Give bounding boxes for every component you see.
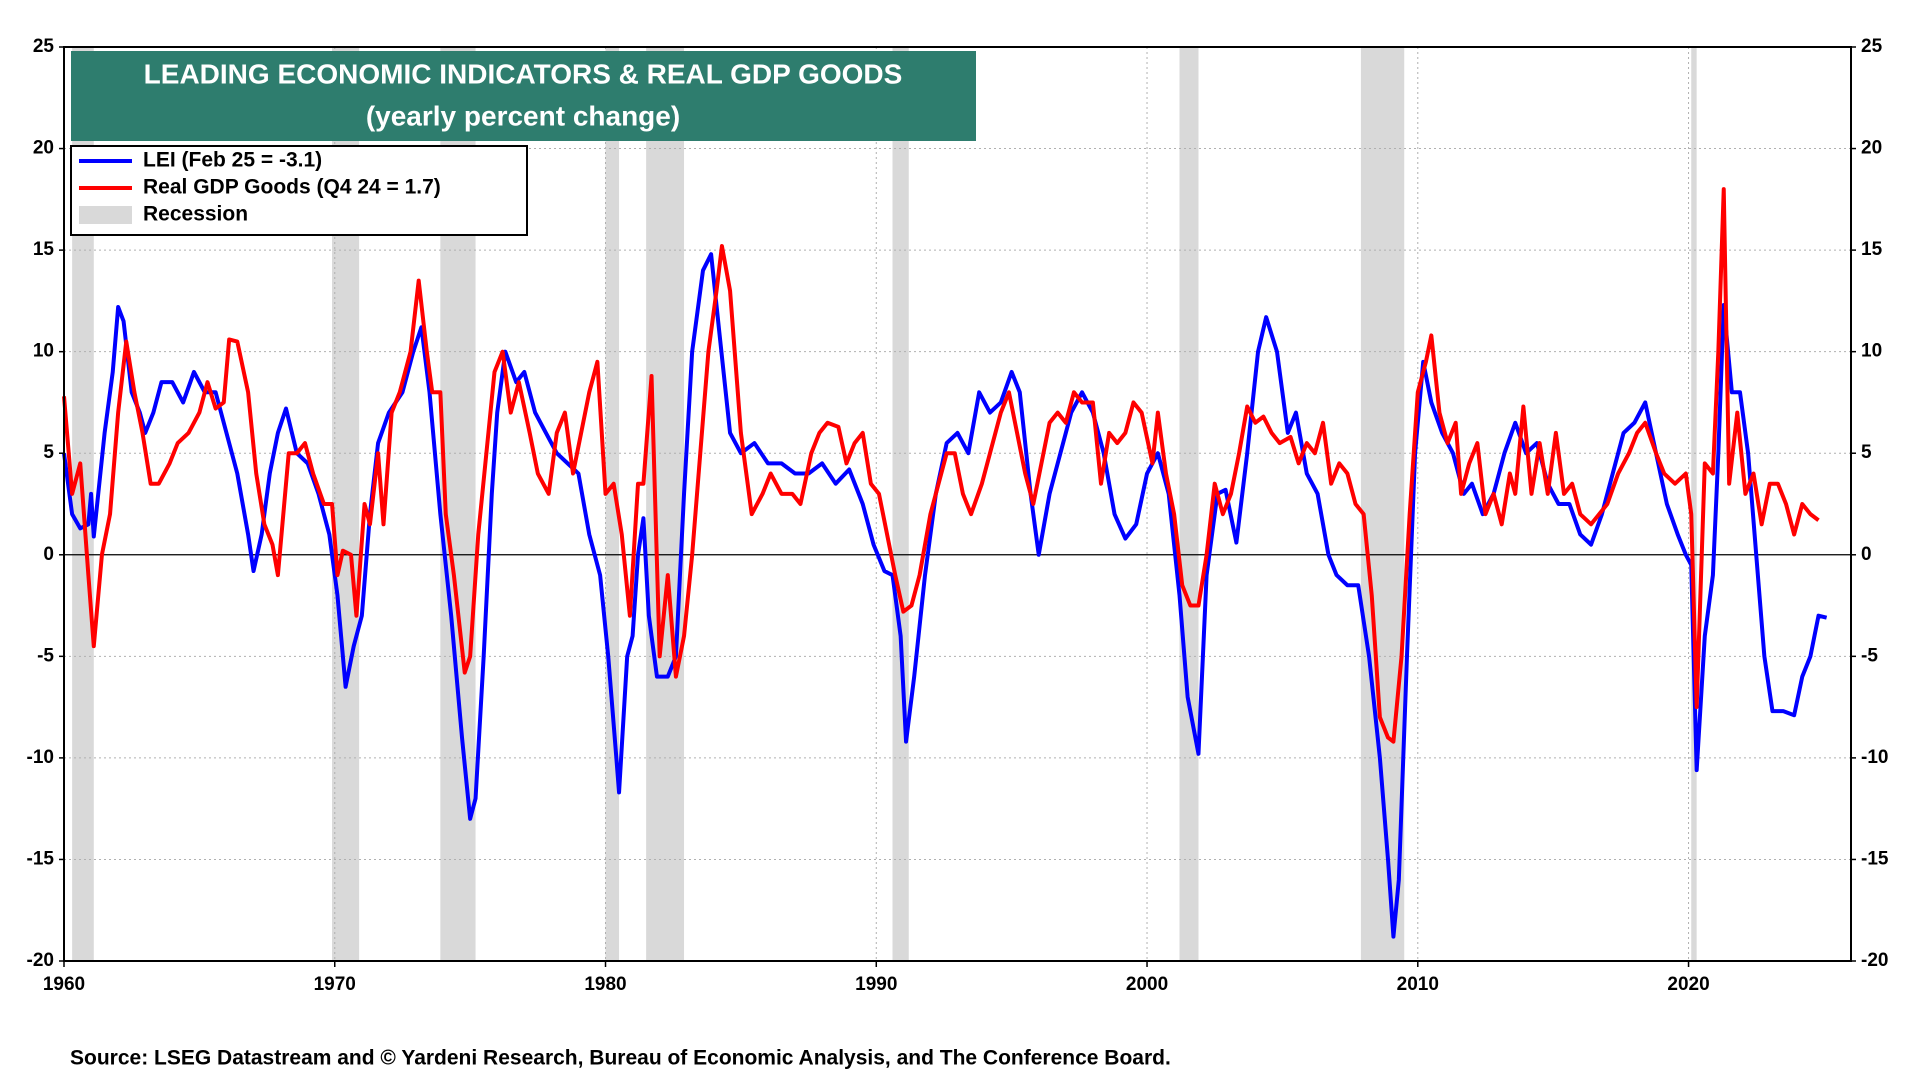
- y2-tick-label: -20: [1861, 950, 1888, 971]
- y-tick-label: 10: [33, 341, 54, 362]
- recession-band: [1179, 47, 1199, 961]
- y2-tick-label: 20: [1861, 138, 1882, 159]
- source-note: Source: LSEG Datastream and © Yardeni Re…: [70, 1047, 1171, 1070]
- y-tick-label: 20: [33, 138, 54, 159]
- y2-tick-label: -10: [1861, 747, 1888, 768]
- x-tick-label: 2000: [1126, 974, 1168, 995]
- chart-subtitle: (yearly percent change): [366, 100, 680, 131]
- series-line: [62, 252, 1828, 939]
- legend-label: Real GDP Goods (Q4 24 = 1.7): [143, 176, 441, 199]
- recession-band: [1691, 47, 1697, 961]
- title-box: [71, 51, 976, 141]
- x-tick-label: 1960: [43, 974, 85, 995]
- legend-label: LEI (Feb 25 = -3.1): [143, 149, 322, 172]
- x-tick-label: 2010: [1397, 974, 1439, 995]
- x-tick-label: 1990: [855, 974, 897, 995]
- y2-tick-label: 15: [1861, 239, 1883, 260]
- chart-title: LEADING ECONOMIC INDICATORS & REAL GDP G…: [144, 58, 903, 89]
- y-tick-label: -5: [37, 645, 54, 666]
- y2-tick-label: 5: [1861, 442, 1872, 463]
- y2-tick-label: -5: [1861, 645, 1878, 666]
- legend-label: Recession: [143, 203, 248, 226]
- y2-tick-label: 10: [1861, 341, 1882, 362]
- y2-tick-label: 25: [1861, 36, 1883, 57]
- y2-tick-label: 0: [1861, 544, 1872, 565]
- series-line: [62, 187, 1820, 744]
- x-tick-label: 2020: [1667, 974, 1709, 995]
- legend-box: [70, 145, 528, 236]
- y2-tick-label: -15: [1861, 848, 1889, 869]
- x-tick-label: 1980: [584, 974, 626, 995]
- plot-frame: [63, 46, 1852, 962]
- axes-layer: -20 -15 -10 -5 0 5 10 15 20 25 -20 -15 -10 -5 0 5 10 15 20…: [27, 36, 1889, 995]
- y-tick-label: -10: [27, 747, 54, 768]
- y-tick-label: 5: [43, 442, 54, 463]
- recession-band: [892, 47, 909, 961]
- recession-band: [1360, 47, 1405, 961]
- lines-layer: [62, 187, 1828, 939]
- y-tick-label: 25: [33, 36, 55, 57]
- y-tick-label: -20: [27, 950, 54, 971]
- y-tick-label: 15: [33, 239, 55, 260]
- y-tick-label: 0: [43, 544, 54, 565]
- recession-band: [646, 47, 685, 961]
- legend-swatch: [79, 206, 132, 224]
- y-tick-label: -15: [27, 848, 55, 869]
- legend: LEI (Feb 25 = -3.1) Real GDP Goods (Q4 24…: [79, 149, 441, 226]
- x-tick-label: 1970: [314, 974, 356, 995]
